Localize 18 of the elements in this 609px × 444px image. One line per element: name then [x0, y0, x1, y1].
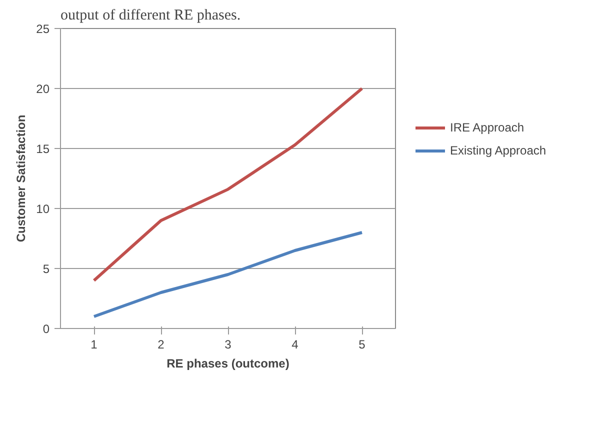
legend-label: IRE Approach — [450, 120, 524, 134]
y-tick-label: 15 — [36, 142, 50, 156]
legend-label: Existing Approach — [450, 144, 546, 158]
line-series — [92, 87, 364, 282]
y-tick-label: 20 — [36, 82, 50, 96]
text: output of different RE phases. — [60, 8, 241, 24]
y-tick-label: 5 — [42, 262, 50, 276]
x-tick-label: 3 — [224, 338, 232, 352]
x-tick-label: 5 — [358, 338, 366, 352]
x-tick-label: 2 — [158, 338, 165, 352]
line-series — [92, 231, 364, 318]
y-tick-label: 25 — [36, 22, 50, 36]
x-axis-title: RE phases (outcome) — [166, 356, 290, 370]
x-tick-label: 1 — [90, 338, 98, 352]
y-tick-label: 0 — [42, 322, 50, 336]
x-tick-label: 4 — [292, 338, 299, 352]
y-tick-label: 10 — [36, 202, 50, 216]
y-axis-title: Customer Satisfaction — [14, 114, 28, 242]
